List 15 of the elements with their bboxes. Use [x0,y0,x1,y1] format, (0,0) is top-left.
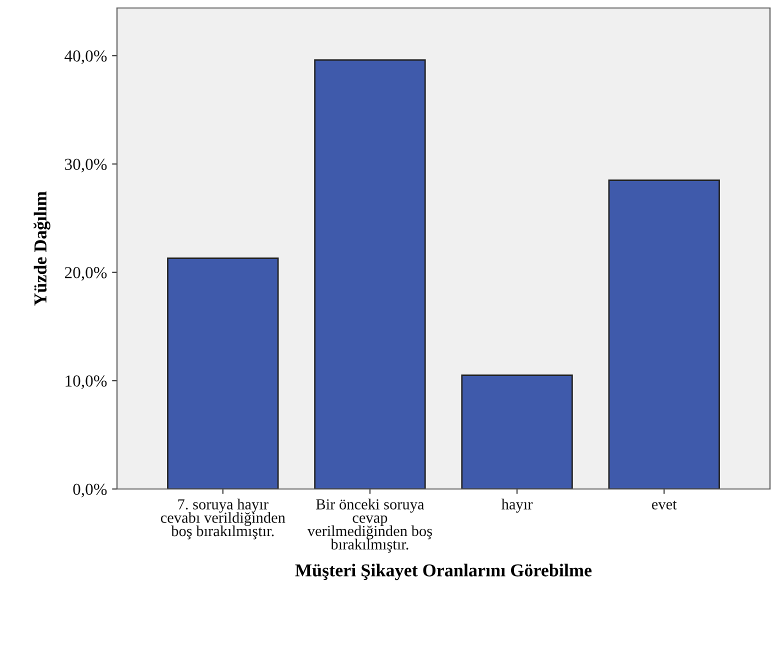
y-axis-title: Yüzde Dağılım [34,191,50,306]
x-tick-label: 7. soruya hayır cevabı verildiğinden boş bırakılmıştır. [160,498,286,540]
bar [461,374,573,489]
y-tick-label: 30,0% [65,158,107,172]
x-axis-title: Müşteri Şikayet Oranlarını Görebilme [295,564,592,580]
y-tick-label: 40,0% [64,50,107,64]
x-tick-label: evet [652,500,677,510]
bar [167,258,279,489]
y-tick-label: 0,0% [73,484,107,498]
y-tick-label: 10,0% [66,375,107,390]
x-tick-label: hayır [501,498,533,513]
bar [314,59,426,489]
x-tick-label: Bir önceki soruya cevap verilmediğinden boş bırakılmıştır. [307,498,432,553]
bar [608,180,720,489]
y-tick-label: 20,0% [64,267,107,281]
